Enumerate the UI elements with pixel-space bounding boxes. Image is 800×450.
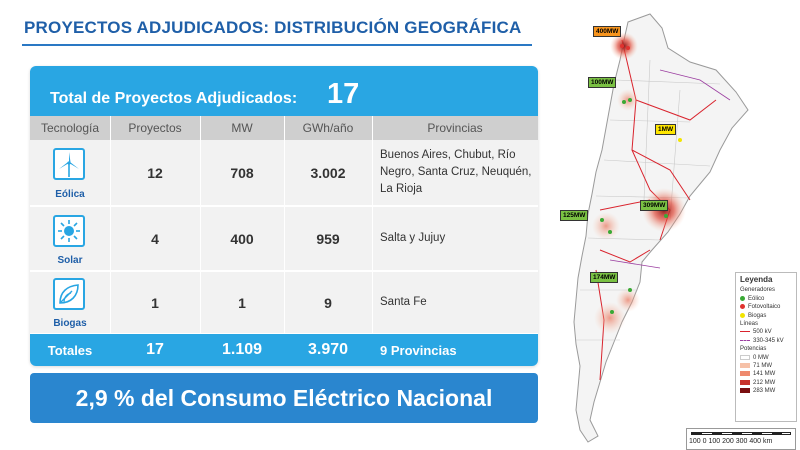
map-legend: Leyenda Generadores Eólico Fotovoltaico …: [735, 272, 797, 422]
yellow-dot-icon: [740, 312, 745, 318]
legend-item: 71 MW: [740, 362, 792, 370]
header-provincias: Provincias: [427, 121, 483, 135]
provincias-solar: Salta y Jujuy: [380, 231, 446, 244]
swatch-icon: [740, 362, 750, 368]
legend-item: Fotovoltaico: [740, 303, 792, 311]
header-proyectos: Proyectos: [128, 121, 182, 135]
map-capacity-label: 100MW: [588, 77, 617, 88]
map-capacity-label: 309MW: [640, 200, 669, 211]
argentina-map: [573, 13, 749, 443]
column-divider: [372, 116, 373, 342]
heat-spot-chubut: [616, 288, 640, 312]
legend-item: Biogas: [740, 312, 792, 320]
totals-gwh: 3.970: [307, 341, 349, 358]
legend-item: 212 MW: [740, 379, 792, 387]
heat-spot-neuquen: [592, 212, 620, 240]
gwh-solar: 959: [316, 230, 340, 247]
total-projects-label: Total de Proyectos Adjudicados:: [50, 90, 298, 107]
wind-turbine-icon: [53, 148, 85, 180]
proyectos-biogas: 1: [151, 294, 159, 311]
total-projects-value: 17: [327, 78, 360, 110]
projects-table-panel: Total de Proyectos Adjudicados: 17 Tecno…: [30, 66, 538, 366]
swatch-icon: [740, 371, 750, 377]
legend-item: 0 MW: [740, 354, 792, 362]
column-divider: [110, 116, 111, 342]
leaf-icon: [53, 278, 85, 310]
legend-item: 330-345 kV: [740, 337, 792, 345]
swatch-icon: [740, 354, 750, 360]
scale-text: 100 0 100 200 300 400 km: [689, 438, 773, 445]
map-capacity-label: 174MW: [590, 272, 619, 283]
header-tecnologia: Tecnología: [40, 121, 100, 135]
provincias-biogas: Santa Fe: [380, 295, 427, 308]
totals-label: Totales: [47, 342, 93, 358]
red-dot-icon: [740, 304, 745, 310]
tech-cell-eolica: Eólica: [30, 140, 110, 205]
mw-solar: 400: [230, 230, 254, 247]
map-capacity-label: 125MW: [560, 210, 589, 221]
tech-cell-solar: Solar: [30, 207, 110, 270]
sun-icon: [53, 215, 85, 247]
map-scale-bar: 100 0 100 200 300 400 km: [686, 428, 796, 450]
map-capacity-label: 1MW: [655, 124, 677, 135]
proyectos-solar: 4: [151, 230, 159, 247]
header-mw: MW: [231, 121, 253, 135]
totals-mw: 1.109: [221, 341, 263, 358]
legend-item: 141 MW: [740, 370, 792, 378]
line-icon: [740, 331, 750, 333]
legend-item: Eólico: [740, 295, 792, 303]
title-underline: [22, 44, 532, 46]
gwh-biogas: 9: [324, 294, 332, 311]
provincias-eolica: Buenos Aires, Chubut, Río Negro, Santa C…: [380, 148, 532, 196]
legend-item: 283 MW: [740, 387, 792, 395]
mw-biogas: 1: [238, 294, 246, 311]
slide-title: PROYECTOS ADJUDICADOS: DISTRIBUCIÓN GEOG…: [24, 18, 522, 37]
line-icon: [740, 339, 750, 341]
map-capacity-label: 400MW: [593, 26, 622, 37]
totals-proyectos: 17: [146, 341, 164, 358]
totals-provincias: 9 Provincias: [380, 342, 457, 358]
column-divider: [200, 116, 201, 342]
swatch-icon: [740, 379, 750, 385]
legend-generadores-title: Generadores: [740, 287, 776, 294]
green-dot-icon: [740, 295, 745, 301]
swatch-icon: [740, 388, 750, 394]
mw-eolica: 708: [230, 164, 254, 181]
tech-cell-biogas: Biogas: [30, 272, 110, 333]
legend-title: Leyenda: [740, 275, 773, 284]
gwh-eolica: 3.002: [310, 164, 346, 181]
330kv-lines: [609, 69, 731, 269]
header-gwh: GWh/año: [302, 121, 354, 135]
scale-bar-graphic: [691, 432, 791, 435]
column-divider: [284, 116, 285, 342]
legend-item: 500 kV: [740, 328, 792, 336]
national-consumption-banner: 2,9 % del Consumo Eléctrico Nacional: [30, 373, 538, 423]
tech-label-eolica: Eólica: [55, 189, 85, 200]
legend-lineas-title: Líneas: [740, 321, 759, 328]
total-projects-bar: Total de Proyectos Adjudicados: 17: [30, 66, 538, 116]
proyectos-eolica: 12: [147, 164, 163, 181]
legend-potencias-title: Potencias: [740, 346, 767, 353]
tech-label-solar: Solar: [57, 255, 83, 266]
totals-row: Totales 17 1.109 3.970 9 Provincias: [30, 334, 538, 366]
tech-label-biogas: Biogas: [53, 318, 87, 329]
heat-spot-santa-cruz: [594, 302, 626, 334]
